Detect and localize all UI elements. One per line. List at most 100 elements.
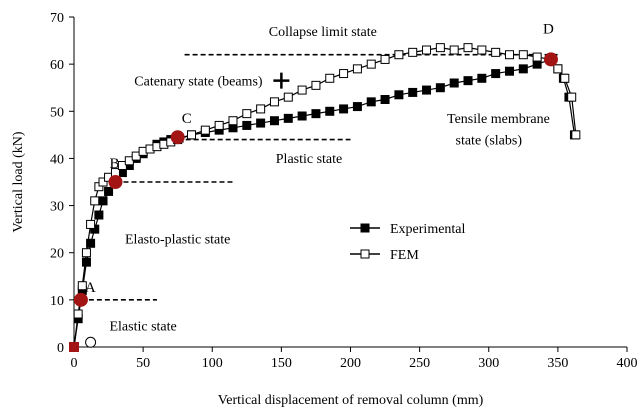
state-annotation: state (slabs) bbox=[456, 133, 523, 148]
series-line-experimental bbox=[73, 58, 576, 348]
x-tick-label: 50 bbox=[136, 356, 150, 371]
key-point-b bbox=[108, 175, 123, 189]
state-annotation: Elastic state bbox=[109, 320, 176, 335]
data-point-fem bbox=[380, 54, 390, 64]
state-annotation: Elasto-plastic state bbox=[125, 232, 230, 247]
y-tick-label: 30 bbox=[50, 200, 64, 215]
key-point-label-b: B bbox=[109, 156, 119, 172]
data-point-experimental bbox=[256, 118, 266, 128]
plot-area: 0 50 100 150 200 250 300 350 400 0 10 20 30 40 50 60 70 A… bbox=[50, 11, 638, 371]
data-point-experimental bbox=[449, 78, 459, 88]
series-line-fem bbox=[73, 47, 577, 348]
data-point-experimental bbox=[504, 66, 514, 76]
state-annotation: Catenary state (beams) bbox=[134, 74, 263, 89]
data-point-fem bbox=[117, 161, 127, 170]
data-point-experimental bbox=[81, 257, 91, 267]
data-point-experimental bbox=[477, 73, 487, 83]
y-tick-label: 70 bbox=[50, 11, 64, 26]
x-tick-label: 400 bbox=[617, 356, 638, 371]
data-point-experimental bbox=[104, 186, 114, 196]
legend-label-fem: FEM bbox=[390, 248, 419, 263]
state-annotation: Plastic state bbox=[276, 152, 343, 167]
x-tick-label: 0 bbox=[71, 356, 78, 371]
data-point-fem bbox=[352, 64, 362, 74]
data-point-fem bbox=[449, 45, 459, 55]
data-point-fem bbox=[98, 177, 108, 187]
data-point-experimental bbox=[394, 90, 404, 100]
data-point-experimental bbox=[422, 85, 432, 95]
key-point-label-a: A bbox=[85, 280, 96, 296]
x-tick-label: 350 bbox=[547, 356, 568, 371]
data-point-fem bbox=[491, 47, 501, 57]
y-tick-label: 40 bbox=[50, 152, 64, 167]
x-axis-label: Vertical displacement of removal column … bbox=[218, 393, 484, 408]
y-tick-label: 50 bbox=[50, 105, 64, 120]
data-point-fem bbox=[408, 47, 418, 57]
data-point-fem bbox=[463, 43, 473, 53]
data-point-fem bbox=[532, 52, 542, 62]
origin-marker bbox=[69, 342, 79, 352]
data-point-experimental bbox=[94, 210, 104, 220]
legend: Experimental FEM bbox=[350, 222, 466, 263]
data-point-fem bbox=[283, 92, 293, 102]
data-point-fem bbox=[339, 69, 349, 79]
y-tick-label: 60 bbox=[50, 58, 64, 73]
data-point-experimental bbox=[297, 111, 307, 121]
data-point-fem bbox=[567, 92, 577, 102]
data-point-experimental bbox=[366, 97, 376, 107]
data-point-fem bbox=[394, 50, 404, 60]
state-annotation: Collapse limit state bbox=[269, 25, 377, 40]
data-point-experimental bbox=[325, 106, 335, 116]
data-point-fem bbox=[86, 219, 96, 229]
x-tick-label: 250 bbox=[409, 356, 430, 371]
data-point-fem bbox=[200, 125, 210, 135]
data-point-experimental bbox=[435, 83, 445, 93]
data-point-experimental bbox=[463, 76, 473, 86]
y-tick-label: 10 bbox=[50, 294, 64, 309]
data-point-experimental bbox=[269, 116, 279, 126]
y-tick-label: 0 bbox=[57, 341, 64, 356]
legend-label-experimental: Experimental bbox=[390, 222, 466, 237]
x-tick-label: 100 bbox=[202, 356, 223, 371]
legend-entry-fem: FEM bbox=[350, 248, 419, 263]
elastic-open-circle bbox=[85, 336, 97, 348]
data-point-experimental bbox=[311, 109, 321, 119]
data-point-fem bbox=[571, 130, 581, 140]
y-tick-label: 20 bbox=[50, 247, 64, 262]
data-point-experimental bbox=[352, 102, 362, 112]
data-point-experimental bbox=[518, 64, 528, 74]
data-point-fem bbox=[553, 64, 563, 74]
data-point-fem bbox=[90, 196, 100, 206]
data-point-fem bbox=[504, 50, 514, 60]
data-point-experimental bbox=[86, 238, 96, 248]
legend-marker-experimental bbox=[360, 223, 370, 233]
x-tick-label: 300 bbox=[478, 356, 499, 371]
x-tick-label: 150 bbox=[271, 356, 292, 371]
data-point-fem bbox=[325, 73, 335, 83]
data-point-experimental bbox=[380, 95, 390, 104]
data-point-fem bbox=[187, 130, 197, 140]
data-point-experimental bbox=[339, 104, 349, 114]
data-point-experimental bbox=[491, 69, 501, 79]
data-point-experimental bbox=[98, 196, 108, 206]
data-point-fem bbox=[256, 104, 266, 114]
key-point-d bbox=[543, 52, 558, 67]
data-point-fem bbox=[81, 248, 91, 258]
data-point-fem bbox=[228, 116, 238, 126]
legend-entry-experimental: Experimental bbox=[350, 222, 466, 237]
key-point-a bbox=[73, 292, 88, 307]
data-point-fem bbox=[77, 281, 87, 291]
state-annotation: Tensile membrane bbox=[447, 112, 550, 127]
data-point-experimental bbox=[283, 113, 293, 123]
x-tick-label: 200 bbox=[340, 356, 361, 371]
data-point-experimental bbox=[242, 120, 252, 130]
data-point-fem bbox=[214, 120, 224, 130]
data-point-fem bbox=[73, 309, 83, 319]
data-point-fem bbox=[422, 45, 432, 55]
data-point-experimental bbox=[408, 87, 418, 97]
data-point-fem bbox=[560, 73, 570, 83]
data-point-fem bbox=[242, 109, 252, 119]
data-point-fem bbox=[124, 156, 134, 166]
data-point-fem bbox=[366, 59, 376, 69]
